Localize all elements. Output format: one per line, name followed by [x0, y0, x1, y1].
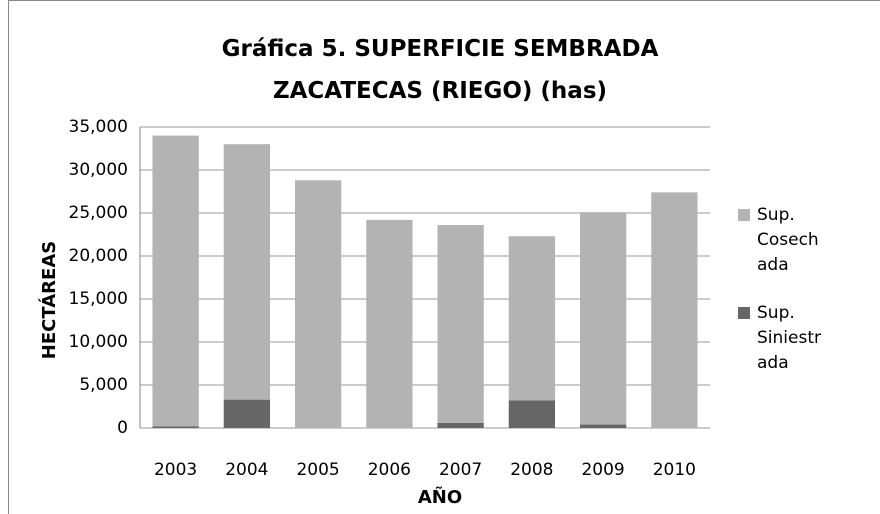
x-tick-label: 2005 [296, 460, 339, 480]
bar-segment [579, 424, 627, 428]
bar-segment [651, 192, 698, 428]
x-tick-label: 2004 [225, 460, 268, 480]
chart-frame [8, 0, 880, 514]
y-tick-label: 25,000 [69, 203, 128, 223]
y-tick-label: 15,000 [69, 289, 128, 309]
bar-segment [294, 180, 342, 428]
legend-label: Sup. Cosechada [757, 205, 819, 275]
y-axis-label: HECTÁREAS [38, 241, 60, 359]
bar-segment [579, 212, 627, 425]
legend-label: Sup. Siniestrada [757, 303, 821, 373]
y-tick-label: 5,000 [79, 375, 128, 395]
bar-segment [366, 219, 413, 428]
x-tick-label: 2008 [510, 460, 553, 480]
y-tick-label: 35,000 [69, 117, 128, 137]
x-axis-label: AÑO [418, 485, 462, 508]
y-tick-label: 10,000 [69, 332, 128, 352]
y-tick-label: 30,000 [69, 160, 128, 180]
bar-segment [508, 400, 556, 428]
bar-segment [437, 422, 484, 428]
legend-swatch [738, 209, 750, 221]
bar-segment [508, 236, 556, 401]
legend-swatch [738, 307, 750, 319]
bar-segment [437, 225, 484, 423]
x-tick-label: 2003 [154, 460, 197, 480]
y-tick-label: 20,000 [69, 246, 128, 266]
x-tick-label: 2007 [439, 460, 482, 480]
bar-segment [223, 144, 271, 400]
bar-segment [152, 426, 199, 428]
x-tick-label: 2006 [368, 460, 411, 480]
x-tick-label: 2009 [581, 460, 624, 480]
bar-segment [223, 399, 271, 428]
x-tick-label: 2010 [653, 460, 696, 480]
chart-title: Gráfica 5. SUPERFICIE SEMBRADA ZACATECAS… [221, 36, 659, 104]
bar-segment [152, 135, 199, 427]
y-tick-label: 0 [117, 418, 128, 438]
